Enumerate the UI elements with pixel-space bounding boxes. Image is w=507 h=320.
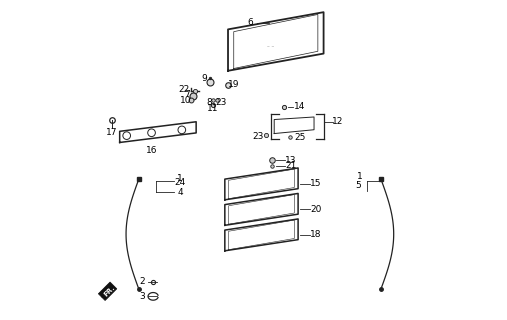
Text: 10: 10: [180, 96, 191, 105]
Text: 13: 13: [285, 156, 297, 164]
Text: 23: 23: [215, 99, 227, 108]
Text: 3: 3: [140, 292, 146, 301]
Text: 11: 11: [207, 104, 219, 113]
Text: 4: 4: [177, 188, 183, 197]
Text: 17: 17: [106, 128, 118, 137]
Text: – –: – –: [267, 44, 275, 49]
Text: 20: 20: [310, 205, 321, 214]
Text: 24: 24: [174, 179, 186, 188]
Text: 25: 25: [294, 133, 305, 142]
Text: 18: 18: [310, 230, 321, 239]
Text: 12: 12: [332, 117, 344, 126]
Text: 7: 7: [185, 90, 191, 99]
Text: 14: 14: [294, 102, 305, 111]
Text: 1: 1: [177, 174, 183, 183]
Text: 6: 6: [247, 19, 253, 28]
Text: 21: 21: [285, 161, 297, 170]
Text: 19: 19: [228, 80, 239, 89]
Text: 15: 15: [310, 180, 321, 188]
Text: FR.: FR.: [102, 284, 116, 297]
Text: 1: 1: [357, 172, 363, 181]
Text: 16: 16: [146, 146, 158, 155]
Polygon shape: [98, 282, 117, 300]
Text: 22: 22: [178, 85, 190, 94]
Text: 23: 23: [252, 132, 263, 140]
Text: 9: 9: [201, 74, 207, 83]
Text: 8: 8: [207, 99, 212, 108]
Text: 5: 5: [355, 181, 360, 190]
Text: 2: 2: [140, 277, 146, 286]
